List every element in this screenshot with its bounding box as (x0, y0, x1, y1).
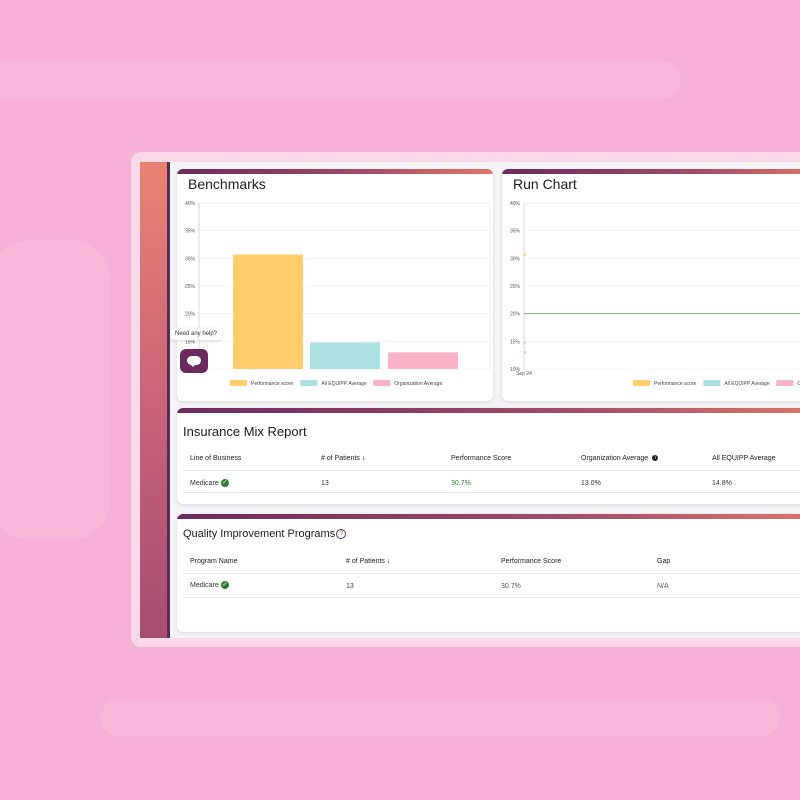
col-patients[interactable]: # of Patients ↓ (321, 455, 365, 462)
legend-swatch (776, 380, 794, 386)
chat-icon (187, 356, 201, 367)
y-tick-label: 20% (510, 312, 521, 318)
legend-swatch (300, 380, 318, 386)
header-divider (183, 573, 800, 574)
sort-down-icon: ↓ (386, 558, 391, 565)
col-performance-score[interactable]: Performance Score (501, 558, 562, 565)
check-icon: ✓ (220, 581, 229, 589)
row-equipp-average: 14.8% (712, 480, 732, 487)
col-line-of-business[interactable]: Line of Business (190, 455, 242, 462)
col-gap[interactable]: Gap (657, 558, 671, 565)
help-icon[interactable]: ? (336, 529, 347, 540)
y-tick-label: 30% (185, 256, 196, 262)
col-patients-label: # of Patients (321, 455, 360, 462)
row-performance: 30.7% (501, 583, 521, 590)
background-streak (100, 700, 780, 736)
row-performance: 30.7% (451, 480, 471, 487)
card-accent-bar (502, 169, 800, 174)
insurance-title: Insurance Mix Report (183, 424, 307, 439)
col-equipp-average[interactable]: All EQUIPP Average (712, 455, 776, 462)
y-tick-label: 15% (510, 339, 521, 345)
legend-label: Performance score (251, 381, 293, 387)
y-tick-label: 20% (185, 312, 196, 318)
row-patients: 13 (321, 480, 329, 487)
y-tick-label: 40% (510, 201, 521, 207)
insurance-mix-card: Insurance Mix Report Line of Business # … (177, 408, 800, 504)
legend-label: Organization Average (797, 381, 800, 387)
line-of-business-value: Medicare (190, 479, 219, 487)
sort-down-icon: ↓ (361, 455, 366, 462)
col-organization-average[interactable]: Organization Average i (581, 455, 659, 462)
run-chart: 40% 35% 30% 25% 20% 15% 10%Sep 24 Performance s… (510, 201, 800, 387)
y-tick-label: 40% (185, 201, 196, 207)
legend-label: Performance score (654, 381, 696, 387)
bar (388, 352, 458, 369)
header-divider (183, 470, 800, 471)
row-gap: N/A (657, 583, 669, 590)
row-patients: 13 (346, 583, 354, 590)
legend-label: All EQUIPP Average (321, 381, 367, 387)
check-icon: ✓ (220, 479, 229, 487)
col-org-label: Organization Average (581, 455, 649, 462)
card-accent-bar (177, 514, 800, 519)
row-line-of-business: Medicare ✓ (190, 479, 229, 487)
legend-swatch (633, 380, 650, 386)
data-point (523, 351, 527, 354)
background-streak (0, 240, 110, 540)
legend-swatch (703, 380, 721, 386)
data-point (523, 341, 527, 344)
legend-swatch (373, 380, 391, 386)
col-patients-label: # of Patients (346, 558, 385, 565)
help-prompt: Need any help? (170, 328, 223, 340)
legend-label: All EQUIPP Average (724, 381, 770, 387)
col-performance-score[interactable]: Performance Score (451, 455, 512, 462)
row-org-average: 13.0% (581, 480, 601, 487)
background-streak (0, 60, 680, 100)
run-chart-title: Run Chart (513, 176, 577, 192)
quality-title: Quality Improvement Programs? (183, 528, 347, 540)
y-tick-label: 35% (510, 229, 521, 235)
col-program-name[interactable]: Program Name (190, 558, 238, 565)
y-tick-label: 10% (510, 367, 521, 373)
legend-swatch (230, 380, 247, 386)
benchmarks-card: Benchmarks 40%35%30%25%20%15%10%Performa… (177, 169, 493, 401)
benchmarks-chart: 40%35%30%25%20%15%10%Performance scoreAl… (185, 201, 491, 387)
sidebar (140, 162, 167, 638)
help-chat-button[interactable] (180, 349, 208, 373)
app-screen: Benchmarks 40% 35% 30% 25% 20% 15% 10% Performa… (140, 162, 800, 638)
row-program-name: Medicare ✓ (190, 581, 229, 589)
quality-programs-card: Quality Improvement Programs? Program Na… (177, 514, 800, 632)
benchmarks-title: Benchmarks (188, 176, 266, 192)
y-tick-label: 30% (510, 256, 521, 262)
bar (310, 342, 380, 369)
y-tick-label: 25% (185, 284, 196, 290)
y-tick-label: 25% (510, 284, 521, 290)
sidebar-edge (167, 162, 170, 638)
card-accent-bar (177, 169, 493, 174)
legend-label: Organization Average (394, 381, 442, 387)
bar (233, 254, 303, 369)
y-tick-label: 15% (185, 339, 196, 345)
info-icon[interactable]: i (652, 455, 659, 462)
row-divider (183, 492, 800, 493)
y-tick-label: 35% (185, 229, 196, 235)
run-chart-card: Run Chart 40% 35% 30% 25% 20% 15% 10% Sep 24 Per… (502, 169, 800, 401)
data-point (523, 253, 527, 256)
program-name-value: Medicare (190, 581, 219, 589)
quality-title-text: Quality Improvement Programs (183, 528, 336, 540)
x-tick-label: Sep 24 (516, 371, 532, 377)
col-patients[interactable]: # of Patients ↓ (346, 558, 390, 565)
row-divider (183, 597, 800, 598)
card-accent-bar (177, 408, 800, 413)
